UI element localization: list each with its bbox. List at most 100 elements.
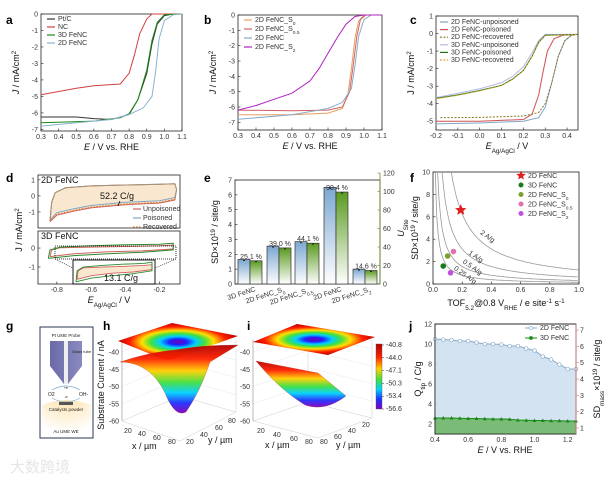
data-point — [499, 417, 504, 421]
panel-d-chart: -0.8 -0.6 -0.4 -0.2 0 -1 3D FeNC 13.1 C/g EAg/Ag… — [29, 230, 181, 309]
text-part: 2D FeNC_S — [255, 17, 293, 24]
text-part: 3D FeNC — [58, 32, 87, 39]
y-tick-label: 2 — [426, 259, 430, 266]
text-part: 0.5 — [293, 30, 300, 36]
text-part: 2 — [11, 50, 18, 54]
x-tick-label: 0.3 — [540, 133, 550, 140]
legend-label: Unpoisoned — [143, 206, 180, 213]
cv-curve — [49, 183, 178, 222]
y-tick-label: -5 — [32, 94, 38, 101]
data-point — [548, 357, 554, 362]
y-tick-label: 60 — [215, 425, 223, 432]
text-part: / V vs. RHE — [90, 142, 139, 152]
y-tick-label: 6 — [426, 214, 430, 221]
y2-tick-label: 40 — [383, 245, 391, 252]
y2-tick-label: 20 — [383, 263, 391, 270]
data-point — [457, 338, 463, 344]
plot-frame — [432, 171, 580, 285]
charge-area — [77, 264, 152, 280]
text-part: 2D FeNC_S — [528, 192, 566, 199]
y-tick-label: 0 — [429, 31, 433, 38]
text-part: 2 — [208, 50, 215, 54]
text-part: 2D FeNC-unpoisoned — [451, 19, 519, 26]
data-point — [450, 248, 457, 255]
y-tick-label: -1 — [32, 28, 38, 35]
colorbar-tick-label: -40.8 — [386, 342, 402, 349]
data-point — [491, 417, 496, 421]
y-tick-label: 40 — [348, 428, 356, 435]
data-label: 25.1 % — [240, 254, 262, 261]
zoom-region — [54, 245, 177, 260]
bar-sd — [352, 268, 366, 285]
series-line — [237, 14, 382, 112]
we-label: Au UME WE — [53, 429, 78, 434]
x-axis-label: x / µm — [132, 441, 157, 451]
current-surface — [119, 344, 239, 414]
legend-marker — [518, 182, 524, 188]
y-tick-label: 4 — [426, 237, 430, 244]
text-part: Q — [413, 390, 423, 397]
y-tick-label: -6 — [32, 110, 38, 117]
colorbar-tick-label: -50.3 — [386, 380, 402, 387]
x-axis-label: EAg/AgCl / V — [88, 295, 131, 309]
panel-label-g: g — [6, 319, 13, 333]
x-axis-label: EAg/AgCl / V — [486, 141, 529, 155]
data-point — [457, 416, 462, 420]
data-point — [482, 341, 487, 347]
text-part: 2D FeNC-poisoned — [451, 27, 511, 34]
y-tick-label: -2 — [229, 43, 235, 50]
y-tick-label: -6 — [229, 105, 235, 112]
z-tick-label: -45 — [109, 367, 119, 374]
iso-current-curve — [437, 172, 578, 281]
legend-label: 2D FeNC-poisoned — [451, 27, 511, 34]
y-tick-label: 10 — [424, 342, 432, 349]
z-tick-label: -40 — [240, 350, 250, 357]
bar-sd — [294, 241, 308, 285]
z-tick-label: -60 — [240, 419, 250, 426]
y-tick-label: 1 — [429, 14, 433, 21]
text-part: ×10 — [592, 376, 602, 391]
legend-label: 2D FeNC_S0.5 — [255, 26, 300, 36]
data-point — [507, 343, 512, 349]
panel-label-j: j — [408, 319, 412, 333]
text-part: / C/g — [413, 361, 423, 383]
y-tick-label: -4 — [229, 74, 235, 81]
bar-sd — [266, 245, 280, 285]
text-part: U — [396, 230, 406, 237]
data-label: 44.1 % — [297, 236, 319, 243]
iso-curve-label: 2 A/g — [479, 230, 496, 245]
y-tick-label: 0 — [231, 13, 235, 20]
oh-label: OH- — [79, 392, 89, 398]
x-tick-label: -0.2 — [153, 287, 165, 294]
series-line — [40, 13, 183, 127]
y-tick-label: 8 — [426, 192, 430, 199]
text-part: SD×10 — [210, 236, 220, 264]
text-part: J — [11, 89, 21, 95]
legend-marker — [516, 170, 526, 180]
y-axis-label: y / µm — [208, 435, 233, 445]
data-point — [507, 417, 512, 421]
y-axis-label: SD×1019 / site/g — [410, 196, 421, 260]
text-part: SD×10 — [410, 232, 420, 260]
y-tick-label: 1 — [228, 267, 232, 274]
legend-label: 3D FeNC — [540, 335, 569, 342]
y2-tick-label: 5 — [580, 360, 584, 367]
x-tick-label: 0.0 — [475, 133, 485, 140]
bar-u-site — [306, 242, 320, 285]
text-part: 2 — [406, 51, 413, 55]
plot-frame — [435, 15, 579, 131]
colorbar-scale — [375, 343, 383, 410]
x-tick-label: -0.1 — [452, 133, 464, 140]
electrode-glow — [42, 400, 91, 436]
data-point — [557, 362, 562, 367]
inset-cv-curve — [75, 261, 153, 283]
pt-wire — [64, 341, 68, 384]
y-tick-label: -4 — [32, 77, 38, 84]
y-tick-label: -7 — [32, 127, 38, 134]
series-area — [435, 339, 576, 434]
text-part: Ag/AgCl — [492, 148, 515, 155]
text-part: 2 — [293, 48, 296, 54]
z-tick-label: -45 — [240, 367, 250, 374]
